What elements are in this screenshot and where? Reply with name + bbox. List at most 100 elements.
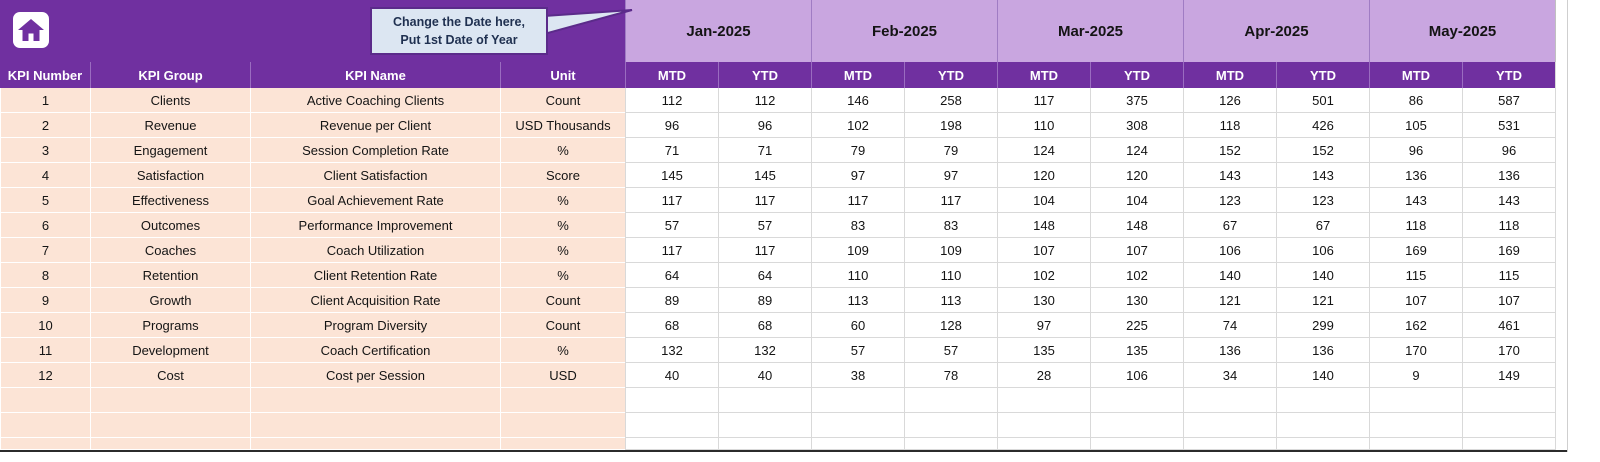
cell-value[interactable]: 64 xyxy=(625,263,718,288)
cell-value[interactable]: 152 xyxy=(1276,138,1369,163)
cell-value[interactable]: 60 xyxy=(811,313,904,338)
cell-kpi-group[interactable]: Engagement xyxy=(90,138,250,163)
empty-cell[interactable] xyxy=(500,413,625,438)
cell-kpi-name[interactable]: Client Satisfaction xyxy=(250,163,500,188)
cell-kpi-name[interactable]: Coach Utilization xyxy=(250,238,500,263)
empty-cell[interactable] xyxy=(811,413,904,438)
cell-value[interactable]: 375 xyxy=(1090,88,1183,113)
empty-cell[interactable] xyxy=(1369,413,1462,438)
cell-value[interactable]: 96 xyxy=(718,113,811,138)
cell-value[interactable]: 140 xyxy=(1183,263,1276,288)
cell-value[interactable]: 123 xyxy=(1183,188,1276,213)
cell-value[interactable]: 9 xyxy=(1369,363,1462,388)
empty-cell[interactable] xyxy=(1183,438,1276,450)
cell-value[interactable]: 79 xyxy=(904,138,997,163)
cell-value[interactable]: 102 xyxy=(811,113,904,138)
cell-value[interactable]: 120 xyxy=(1090,163,1183,188)
empty-cell[interactable] xyxy=(1090,388,1183,413)
empty-cell[interactable] xyxy=(1462,413,1555,438)
cell-value[interactable]: 117 xyxy=(997,88,1090,113)
cell-value[interactable]: 40 xyxy=(718,363,811,388)
cell-value[interactable]: 143 xyxy=(1369,188,1462,213)
cell-value[interactable]: 96 xyxy=(1462,138,1555,163)
cell-kpi-name[interactable]: Program Diversity xyxy=(250,313,500,338)
cell-value[interactable]: 86 xyxy=(1369,88,1462,113)
cell-value[interactable]: 132 xyxy=(625,338,718,363)
cell-value[interactable]: 118 xyxy=(1183,113,1276,138)
subheader-mtd-month3[interactable]: MTD xyxy=(997,62,1090,88)
empty-cell[interactable] xyxy=(1369,388,1462,413)
cell-value[interactable]: 117 xyxy=(904,188,997,213)
cell-value[interactable]: 104 xyxy=(997,188,1090,213)
cell-value[interactable]: 136 xyxy=(1276,338,1369,363)
empty-cell[interactable] xyxy=(811,438,904,450)
subheader-ytd-month5[interactable]: YTD xyxy=(1462,62,1555,88)
cell-value[interactable]: 136 xyxy=(1183,338,1276,363)
cell-value[interactable]: 102 xyxy=(997,263,1090,288)
cell-unit[interactable]: % xyxy=(500,188,625,213)
cell-value[interactable]: 107 xyxy=(1369,288,1462,313)
cell-value[interactable]: 57 xyxy=(718,213,811,238)
cell-kpi-number[interactable]: 1 xyxy=(0,88,90,113)
cell-value[interactable]: 461 xyxy=(1462,313,1555,338)
cell-value[interactable]: 115 xyxy=(1369,263,1462,288)
cell-value[interactable]: 169 xyxy=(1462,238,1555,263)
cell-kpi-name[interactable]: Performance Improvement xyxy=(250,213,500,238)
empty-cell[interactable] xyxy=(718,413,811,438)
cell-value[interactable]: 107 xyxy=(1090,238,1183,263)
cell-value[interactable]: 110 xyxy=(811,263,904,288)
cell-value[interactable]: 162 xyxy=(1369,313,1462,338)
cell-value[interactable]: 97 xyxy=(811,163,904,188)
cell-kpi-group[interactable]: Revenue xyxy=(90,113,250,138)
cell-value[interactable]: 79 xyxy=(811,138,904,163)
cell-kpi-name[interactable]: Client Retention Rate xyxy=(250,263,500,288)
cell-kpi-group[interactable]: Cost xyxy=(90,363,250,388)
cell-value[interactable]: 68 xyxy=(625,313,718,338)
cell-value[interactable]: 117 xyxy=(718,238,811,263)
cell-value[interactable]: 140 xyxy=(1276,363,1369,388)
cell-value[interactable]: 130 xyxy=(997,288,1090,313)
cell-kpi-number[interactable]: 9 xyxy=(0,288,90,313)
cell-value[interactable]: 118 xyxy=(1462,213,1555,238)
cell-value[interactable]: 57 xyxy=(904,338,997,363)
cell-kpi-number[interactable]: 2 xyxy=(0,113,90,138)
cell-value[interactable]: 145 xyxy=(718,163,811,188)
month-header-jan[interactable]: Jan-2025 xyxy=(625,0,811,62)
cell-kpi-name[interactable]: Coach Certification xyxy=(250,338,500,363)
cell-value[interactable]: 152 xyxy=(1183,138,1276,163)
subheader-ytd-month1[interactable]: YTD xyxy=(718,62,811,88)
column-header-kpi-number[interactable]: KPI Number xyxy=(0,62,90,88)
cell-value[interactable]: 107 xyxy=(1462,288,1555,313)
empty-cell[interactable] xyxy=(997,413,1090,438)
cell-value[interactable]: 170 xyxy=(1462,338,1555,363)
cell-value[interactable]: 149 xyxy=(1462,363,1555,388)
cell-value[interactable]: 143 xyxy=(1183,163,1276,188)
empty-cell[interactable] xyxy=(90,438,250,450)
cell-kpi-name[interactable]: Client Acquisition Rate xyxy=(250,288,500,313)
cell-kpi-number[interactable]: 8 xyxy=(0,263,90,288)
cell-value[interactable]: 96 xyxy=(1369,138,1462,163)
cell-value[interactable]: 115 xyxy=(1462,263,1555,288)
empty-cell[interactable] xyxy=(1462,438,1555,450)
cell-value[interactable]: 136 xyxy=(1462,163,1555,188)
cell-value[interactable]: 170 xyxy=(1369,338,1462,363)
empty-cell[interactable] xyxy=(718,388,811,413)
cell-kpi-group[interactable]: Coaches xyxy=(90,238,250,263)
cell-value[interactable]: 96 xyxy=(625,113,718,138)
cell-value[interactable]: 124 xyxy=(997,138,1090,163)
cell-value[interactable]: 587 xyxy=(1462,88,1555,113)
cell-value[interactable]: 107 xyxy=(997,238,1090,263)
cell-value[interactable]: 117 xyxy=(718,188,811,213)
cell-value[interactable]: 40 xyxy=(625,363,718,388)
empty-cell[interactable] xyxy=(625,438,718,450)
cell-value[interactable]: 28 xyxy=(997,363,1090,388)
empty-cell[interactable] xyxy=(250,413,500,438)
empty-cell[interactable] xyxy=(997,388,1090,413)
cell-unit[interactable]: % xyxy=(500,138,625,163)
cell-value[interactable]: 112 xyxy=(625,88,718,113)
cell-value[interactable]: 71 xyxy=(625,138,718,163)
empty-cell[interactable] xyxy=(1369,438,1462,450)
cell-value[interactable]: 299 xyxy=(1276,313,1369,338)
cell-kpi-name[interactable]: Revenue per Client xyxy=(250,113,500,138)
cell-value[interactable]: 146 xyxy=(811,88,904,113)
